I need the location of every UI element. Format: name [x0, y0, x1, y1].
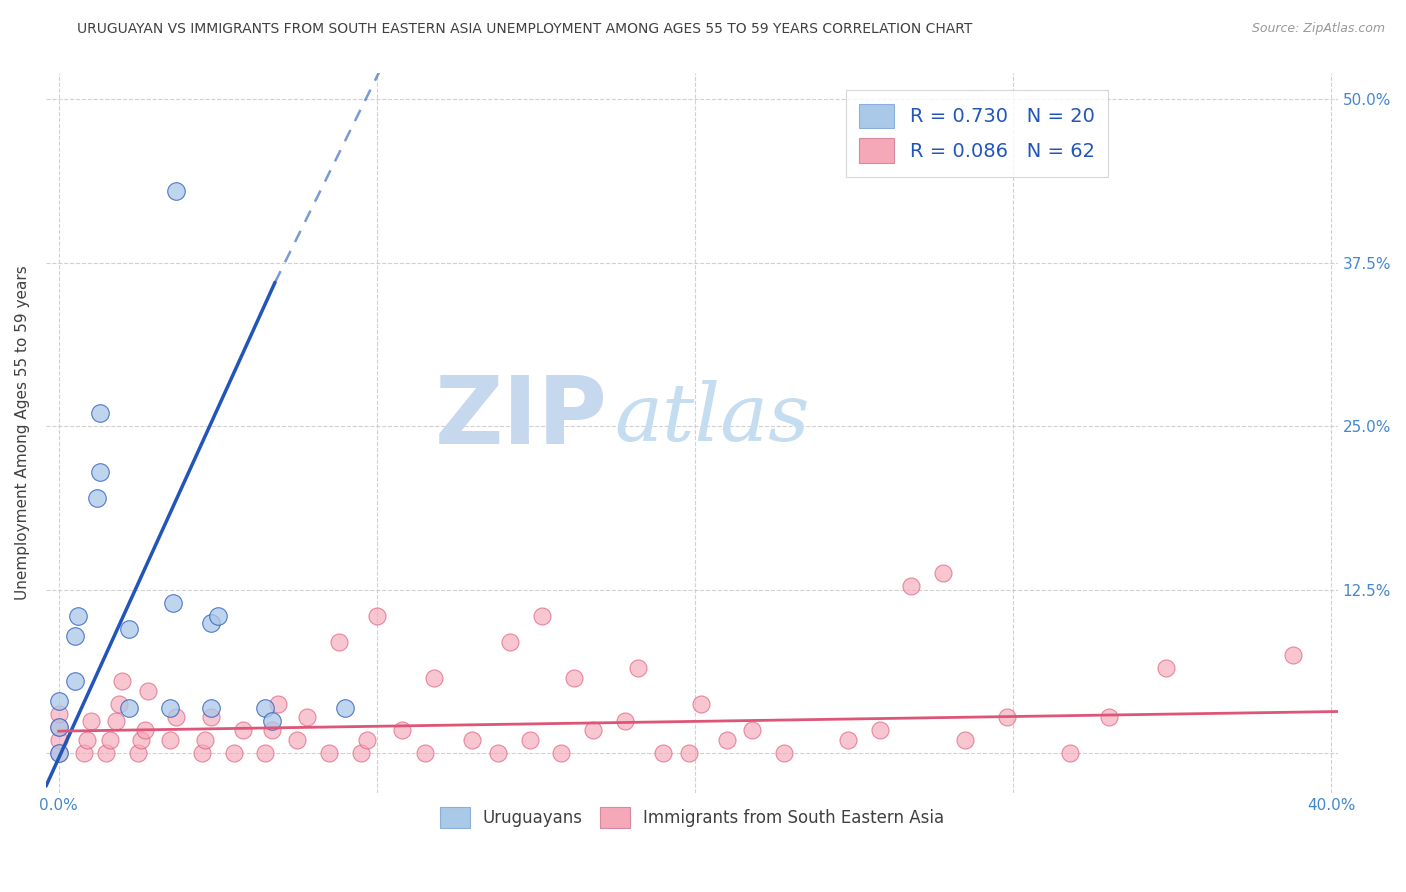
Point [108, 697, 131, 711]
Point [48, 720, 70, 734]
Point [254, 700, 277, 714]
Point [900, 579, 922, 593]
Point [562, 671, 585, 685]
Point [260, 723, 283, 737]
Y-axis label: Unemployment Among Ages 55 to 59 years: Unemployment Among Ages 55 to 59 years [15, 266, 30, 600]
Point [162, 596, 184, 610]
Point [333, 700, 356, 714]
Point [773, 747, 796, 761]
Point [134, 723, 156, 737]
Point [136, 683, 159, 698]
Point [191, 747, 214, 761]
Point [716, 733, 738, 747]
Point [690, 697, 713, 711]
Point [165, 710, 187, 724]
Point [200, 615, 222, 630]
Point [48, 747, 70, 761]
Point [48, 733, 70, 747]
Point [614, 714, 637, 728]
Point [318, 747, 340, 761]
Point [66, 609, 89, 624]
Point [48, 747, 70, 761]
Point [159, 700, 181, 714]
Point [461, 733, 484, 747]
Point [955, 733, 977, 747]
Text: ZIP: ZIP [434, 373, 607, 465]
Point [86, 491, 108, 506]
Point [254, 747, 277, 761]
Point [356, 733, 378, 747]
Point [1154, 661, 1177, 675]
Point [366, 609, 388, 624]
Point [222, 747, 245, 761]
Point [678, 747, 700, 761]
Point [96, 747, 118, 761]
Point [499, 635, 522, 649]
Point [118, 700, 141, 714]
Point [328, 635, 350, 649]
Point [423, 671, 446, 685]
Point [79, 714, 101, 728]
Point [869, 723, 891, 737]
Point [118, 622, 141, 636]
Point [519, 733, 541, 747]
Point [1097, 710, 1119, 724]
Point [413, 747, 436, 761]
Text: atlas: atlas [614, 380, 810, 458]
Point [550, 747, 572, 761]
Point [486, 747, 509, 761]
Point [627, 661, 650, 675]
Point [63, 674, 86, 689]
Point [194, 733, 217, 747]
Point [200, 710, 222, 724]
Point [267, 697, 290, 711]
Point [741, 723, 763, 737]
Text: Source: ZipAtlas.com: Source: ZipAtlas.com [1251, 22, 1385, 36]
Point [531, 609, 554, 624]
Point [391, 723, 413, 737]
Point [350, 747, 373, 761]
Point [837, 733, 859, 747]
Point [111, 674, 134, 689]
Point [207, 609, 229, 624]
Point [260, 714, 283, 728]
Point [285, 733, 308, 747]
Point [165, 184, 187, 198]
Point [932, 566, 955, 580]
Point [232, 723, 254, 737]
Text: URUGUAYAN VS IMMIGRANTS FROM SOUTH EASTERN ASIA UNEMPLOYMENT AMONG AGES 55 TO 59: URUGUAYAN VS IMMIGRANTS FROM SOUTH EASTE… [77, 22, 973, 37]
Point [98, 733, 121, 747]
Point [48, 707, 70, 722]
Point [89, 406, 111, 420]
Point [159, 733, 181, 747]
Point [131, 733, 153, 747]
Point [104, 714, 127, 728]
Point [48, 694, 70, 708]
Point [582, 723, 605, 737]
Point [1282, 648, 1305, 663]
Point [127, 747, 149, 761]
Point [63, 629, 86, 643]
Point [200, 700, 222, 714]
Legend: Uruguayans, Immigrants from South Eastern Asia: Uruguayans, Immigrants from South Easter… [433, 800, 950, 835]
Point [48, 720, 70, 734]
Point [295, 710, 318, 724]
Point [89, 465, 111, 479]
Point [652, 747, 675, 761]
Point [73, 747, 96, 761]
Point [995, 710, 1018, 724]
Point [1059, 747, 1081, 761]
Point [76, 733, 98, 747]
